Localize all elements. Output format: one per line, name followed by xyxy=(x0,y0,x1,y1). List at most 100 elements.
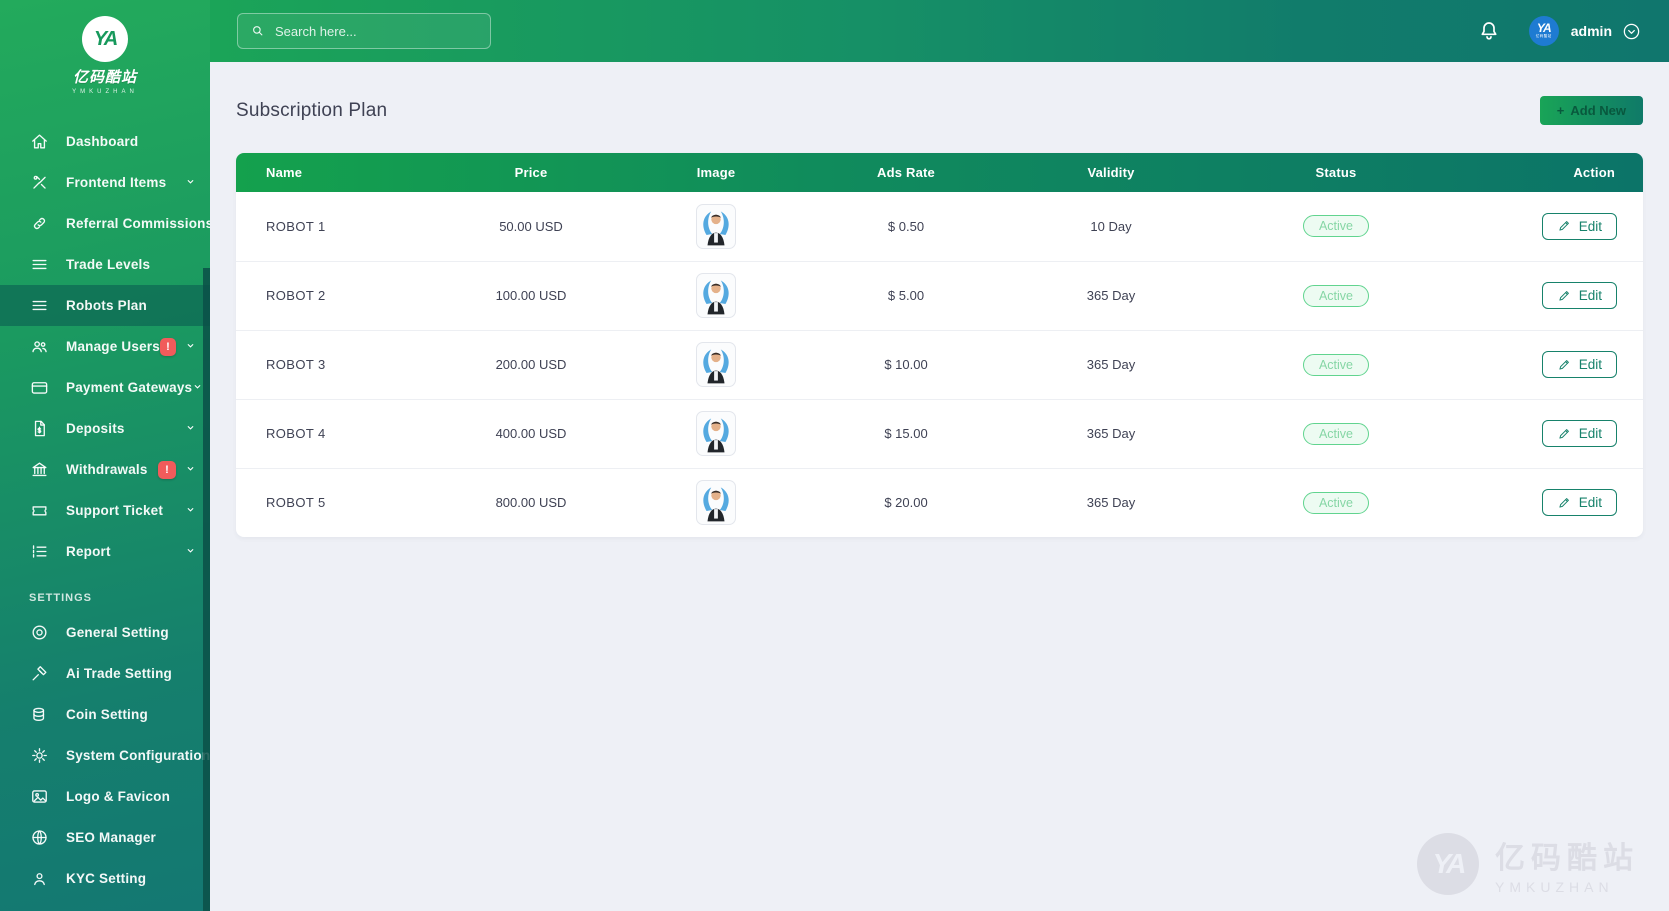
column-header-image: Image xyxy=(696,165,736,180)
watermark: YA 亿码酷站 YMKUZHAN xyxy=(1417,833,1639,895)
sidebar-scrollbar[interactable] xyxy=(203,268,210,911)
add-new-button[interactable]: + Add New xyxy=(1539,96,1643,125)
home-icon xyxy=(29,132,49,152)
edit-button[interactable]: Edit xyxy=(1541,489,1617,517)
sidebar: YA 亿码酷站 YMKUZHAN Dashboard Frontend Items… xyxy=(0,0,210,911)
sidebar-item-frontend-items[interactable]: Frontend Items xyxy=(0,162,210,203)
cell-status: Active xyxy=(1216,329,1456,399)
sidebar-item-robots-plan[interactable]: Robots Plan xyxy=(0,285,210,326)
sidebar-item-referral-commissions[interactable]: Referral Commissions xyxy=(0,203,210,244)
sidebar-item-label: Robots Plan xyxy=(66,298,147,313)
table-row-robot-3: ROBOT 3 200.00 USD $ 10.00 365 Day Active Edi… xyxy=(236,329,1643,399)
table-row-robot-5: ROBOT 5 800.00 USD $ 20.00 365 Day Active Edi… xyxy=(236,467,1643,537)
edit-button[interactable]: Edit xyxy=(1541,351,1617,378)
sidebar-item-support-ticket[interactable]: Support Ticket xyxy=(0,490,210,531)
cell-validity: 365 Day xyxy=(1006,329,1216,399)
column-header-price: Price xyxy=(514,165,548,180)
cell-action: Edit xyxy=(1456,329,1643,399)
cell-name: ROBOT 2 xyxy=(236,260,436,330)
list-icon xyxy=(29,255,49,275)
column-header-validity: Validity xyxy=(1087,165,1135,180)
sidebar-item-label: Payment Gateways xyxy=(66,380,193,395)
sidebar-item-label: Frontend Items xyxy=(66,175,167,190)
sidebar-item-coin-setting[interactable]: Coin Setting xyxy=(0,694,210,735)
alert-badge: ! xyxy=(158,460,176,479)
content: Subscription Plan + Add New Name Price Ima… xyxy=(210,62,1669,911)
cell-image xyxy=(626,467,806,537)
brand-logo: YA 亿码酷站 YMKUZHAN xyxy=(0,0,210,95)
edit-button[interactable]: Edit xyxy=(1541,420,1617,447)
sidebar-item-manage-users[interactable]: Manage Users! xyxy=(0,326,210,367)
users-icon xyxy=(29,337,49,357)
sidebar-item-label: Logo & Favicon xyxy=(66,789,171,804)
notification-bell-icon[interactable] xyxy=(1477,19,1501,43)
image-icon xyxy=(29,787,49,807)
robot-image xyxy=(696,273,736,318)
cell-name: ROBOT 5 xyxy=(236,467,436,537)
chevron-down-icon xyxy=(185,338,196,356)
cell-ads-rate: $ 10.00 xyxy=(806,329,1006,399)
sidebar-item-kyc-setting[interactable]: KYC Setting xyxy=(0,858,210,899)
chevron-down-icon xyxy=(192,379,203,397)
pencil-icon xyxy=(1559,428,1569,439)
sidebar-item-payment-gateways[interactable]: Payment Gateways xyxy=(0,367,210,408)
sidebar-item-trade-levels[interactable]: Trade Levels xyxy=(0,244,210,285)
cell-status: Active xyxy=(1216,398,1456,468)
column-header-name: Name xyxy=(266,165,303,180)
cell-image xyxy=(626,260,806,330)
sidebar-item-seo-manager[interactable]: SEO Manager xyxy=(0,817,210,858)
pencil-icon xyxy=(1559,221,1569,231)
brand-name-en: YMKUZHAN xyxy=(72,89,138,95)
brand-name-cn: 亿码酷站 xyxy=(72,69,137,86)
status-badge: Active xyxy=(1302,422,1370,445)
pencil-icon xyxy=(1559,359,1569,370)
sidebar-item-general-setting[interactable]: General Setting xyxy=(0,612,210,653)
column-header-ads-rate: Ads Rate xyxy=(877,165,935,180)
cell-image xyxy=(626,398,806,468)
cell-image xyxy=(626,329,806,399)
plus-icon: + xyxy=(1556,103,1565,118)
cell-action: Edit xyxy=(1456,398,1643,468)
status-badge: Active xyxy=(1302,284,1370,307)
sidebar-item-deposits[interactable]: Deposits xyxy=(0,408,210,449)
edit-button[interactable]: Edit xyxy=(1541,212,1617,240)
sidebar-item-label: KYC Setting xyxy=(66,871,147,886)
table-row-robot-4: ROBOT 4 400.00 USD $ 15.00 365 Day Active Edi… xyxy=(236,398,1643,468)
sidebar-item-ai-trade-setting[interactable]: Ai Trade Setting xyxy=(0,653,210,694)
edit-button[interactable]: Edit xyxy=(1541,282,1617,309)
watermark-logo-icon: YA xyxy=(1417,833,1479,895)
page-title: Subscription Plan xyxy=(236,99,388,121)
sidebar-item-label: General Setting xyxy=(66,625,169,640)
avatar[interactable]: YA 亿码酷站 xyxy=(1528,16,1559,46)
status-badge: Active xyxy=(1302,353,1370,376)
sidebar-item-dashboard[interactable]: Dashboard xyxy=(0,121,210,162)
sidebar-item-report[interactable]: Report xyxy=(0,531,210,572)
globe-icon xyxy=(29,828,49,848)
sidebar-item-logo-favicon[interactable]: Logo & Favicon xyxy=(0,776,210,817)
username-label: admin xyxy=(1570,23,1612,39)
user-menu-chevron-icon[interactable] xyxy=(1622,22,1641,41)
sidebar-item-label: Report xyxy=(66,544,111,559)
table-row-robot-2: ROBOT 2 100.00 USD $ 5.00 365 Day Active Edit xyxy=(236,260,1643,330)
card-icon xyxy=(29,378,49,398)
cell-name: ROBOT 3 xyxy=(236,329,436,399)
cell-validity: 365 Day xyxy=(1006,260,1216,330)
cell-action: Edit xyxy=(1456,192,1643,261)
sidebar-item-label: Deposits xyxy=(66,421,125,436)
page-head: Subscription Plan + Add New xyxy=(236,96,1643,125)
chevron-down-icon xyxy=(185,461,196,479)
report-icon xyxy=(29,542,49,562)
bank-icon xyxy=(29,460,49,480)
link-icon xyxy=(29,214,49,234)
sidebar-item-system-configuration[interactable]: System Configuration xyxy=(0,735,210,776)
chevron-down-icon xyxy=(185,502,196,520)
sidebar-settings-menu: General Setting Ai Trade Setting Coin Sett… xyxy=(0,612,210,899)
sidebar-item-label: Coin Setting xyxy=(66,707,148,722)
watermark-name-cn: 亿码酷站 xyxy=(1495,842,1639,875)
disc-icon xyxy=(29,623,49,643)
file-icon xyxy=(29,419,49,439)
robot-image xyxy=(696,203,736,249)
sidebar-item-withdrawals[interactable]: Withdrawals! xyxy=(0,449,210,490)
search-input[interactable] xyxy=(237,13,491,49)
chevron-down-icon xyxy=(185,420,196,438)
